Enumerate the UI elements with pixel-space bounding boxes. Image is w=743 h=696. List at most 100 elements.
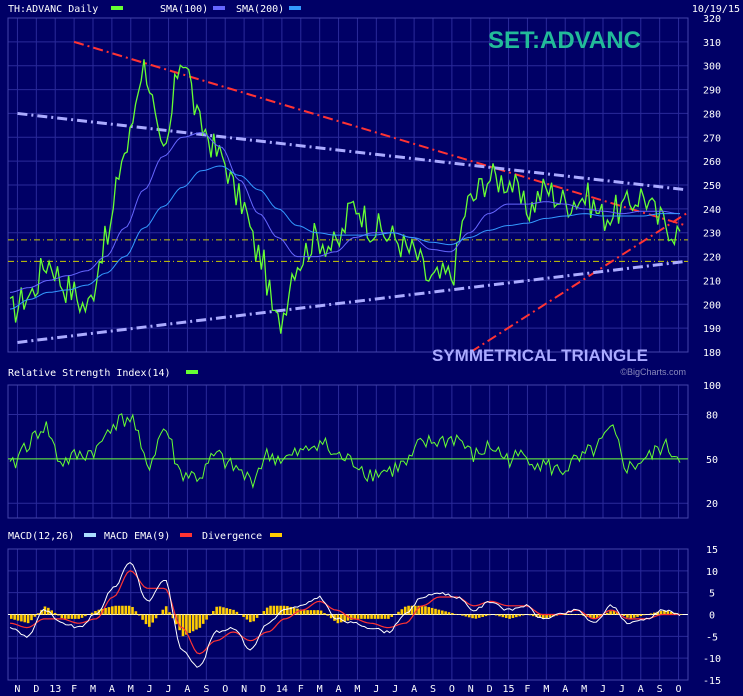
x-tick-label: M — [128, 684, 134, 695]
divergence-bar — [316, 610, 319, 615]
tick-labels: 1801902002102202302402502602702802903003… — [14, 14, 721, 695]
divergence-bar — [659, 610, 663, 615]
divergence-bar — [565, 614, 569, 615]
divergence-bar — [373, 614, 377, 619]
divergence-bar — [282, 605, 286, 615]
divergence-bar — [235, 611, 239, 615]
divergence-bar — [498, 614, 501, 617]
divergence-bar — [680, 614, 683, 615]
y-tick-label-price: 260 — [703, 157, 721, 168]
x-tick-label: F — [298, 684, 304, 695]
divergence-bar — [578, 614, 582, 616]
divergence-bar — [501, 614, 505, 618]
y-tick-label-price: 200 — [703, 300, 721, 311]
divergence-bar — [53, 612, 57, 615]
divergence-bar — [632, 614, 636, 618]
divergence-bar — [383, 614, 387, 619]
x-tick-label: S — [657, 684, 663, 695]
divergence-bar — [309, 610, 313, 615]
divergence-bar — [306, 610, 309, 615]
divergence-bar — [568, 614, 572, 615]
divergence-bar — [232, 609, 235, 615]
divergence-bar — [538, 614, 542, 618]
divergence-bar — [185, 614, 188, 635]
divergence-bar — [575, 614, 579, 615]
x-tick-label: F — [71, 684, 77, 695]
divergence-bar — [461, 614, 464, 616]
divergence-bar — [366, 614, 370, 619]
x-tick-label: J — [166, 684, 172, 695]
divergence-bar — [255, 614, 259, 618]
y-tick-label-price: 300 — [703, 62, 721, 73]
divergence-bar — [36, 613, 40, 615]
x-tick-label: M — [317, 684, 323, 695]
x-tick-label: O — [676, 684, 682, 695]
x-tick-label: S — [203, 684, 209, 695]
rsi-label: Relative Strength Index(14) — [8, 368, 171, 379]
macd-ema-label: MACD EMA(9) — [104, 531, 170, 542]
divergence-bar — [589, 614, 592, 618]
divergence-bar — [181, 614, 185, 637]
x-tick-label: N — [468, 684, 474, 695]
divergence-bar — [595, 614, 599, 618]
divergence-bar — [269, 605, 272, 615]
divergence-bar — [376, 614, 380, 619]
x-tick-label: A — [562, 684, 568, 695]
divergence-bar — [225, 608, 229, 615]
divergence-bar — [612, 610, 616, 615]
divergence-bar — [511, 614, 515, 618]
divergence-bar — [127, 605, 131, 615]
divergence-bar — [275, 605, 279, 615]
x-tick-label: N — [241, 684, 247, 695]
x-tick-label: O — [222, 684, 228, 695]
divergence-bar — [339, 614, 343, 623]
x-tick-label: F — [524, 684, 530, 695]
divergence-label: Divergence — [202, 531, 262, 542]
divergence-bar — [323, 613, 326, 615]
divergence-bar — [471, 614, 474, 619]
sma200-label: SMA(200) — [236, 4, 284, 15]
x-tick-label: M — [581, 684, 587, 695]
divergence-bar — [23, 614, 27, 623]
divergence-bar — [60, 614, 64, 619]
divergence-bar — [212, 611, 215, 615]
divergence-bar — [504, 614, 508, 619]
divergence-bar — [333, 614, 336, 621]
y-tick-label-price: 220 — [703, 253, 721, 264]
y-tick-label-price: 290 — [703, 86, 721, 97]
divergence-bar — [63, 614, 67, 619]
x-tick-label: J — [619, 684, 625, 695]
divergence-bar — [592, 614, 596, 619]
divergence-bar — [77, 614, 80, 619]
x-tick-label: A — [109, 684, 115, 695]
divergence-bar — [663, 610, 666, 615]
divergence-bar — [447, 612, 451, 615]
divergence-bar — [626, 614, 629, 618]
divergence-bar — [30, 614, 33, 621]
divergence-bar — [151, 614, 155, 623]
divergence-bar — [70, 614, 74, 619]
divergence-bar — [20, 614, 23, 622]
divergence-bar — [356, 614, 360, 619]
divergence-bar — [33, 614, 37, 617]
divergence-bar — [474, 614, 478, 619]
divergence-bar — [616, 612, 619, 615]
divergence-bar — [249, 614, 252, 623]
divergence-bar — [279, 605, 282, 615]
y-tick-label-macd: 15 — [706, 545, 718, 556]
divergence-bar — [84, 614, 87, 617]
divergence-bar — [245, 614, 249, 620]
divergence-bar — [111, 606, 114, 615]
x-tick-label: M — [354, 684, 360, 695]
divergence-bar — [148, 614, 151, 627]
divergence-bar — [669, 611, 673, 615]
rsi-legend-swatch — [186, 370, 198, 374]
divergence-bar — [649, 613, 653, 615]
divergence-bar — [642, 614, 646, 616]
x-tick-label: A — [336, 684, 342, 695]
x-tick-label: J — [147, 684, 153, 695]
divergence-bar — [407, 605, 410, 615]
x-tick-label: J — [392, 684, 398, 695]
divergence-bar — [222, 607, 225, 615]
